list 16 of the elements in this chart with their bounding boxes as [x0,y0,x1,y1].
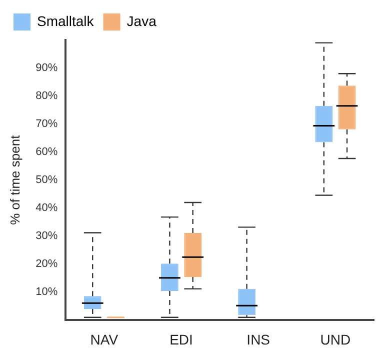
y-tick-label: 30% [36,230,58,242]
y-tick-label: 20% [36,258,58,270]
x-tick-label: NAV [90,331,119,348]
x-tick-label: UND [320,331,351,348]
legend-label: Smalltalk [37,12,95,29]
x-tick-label: INS [246,331,270,348]
y-tick-label: 10% [36,286,58,298]
y-tick-label: 60% [36,146,58,158]
y-tick-label: 70% [36,118,58,130]
y-tick-label: 50% [36,174,58,186]
y-axis-title: % of time spent [7,134,22,225]
y-tick-label: 80% [36,90,58,102]
y-tick-label: 40% [36,202,58,214]
legend-label: Java [126,12,157,29]
y-tick-label: 90% [36,62,58,74]
x-tick-label: EDI [170,331,193,348]
